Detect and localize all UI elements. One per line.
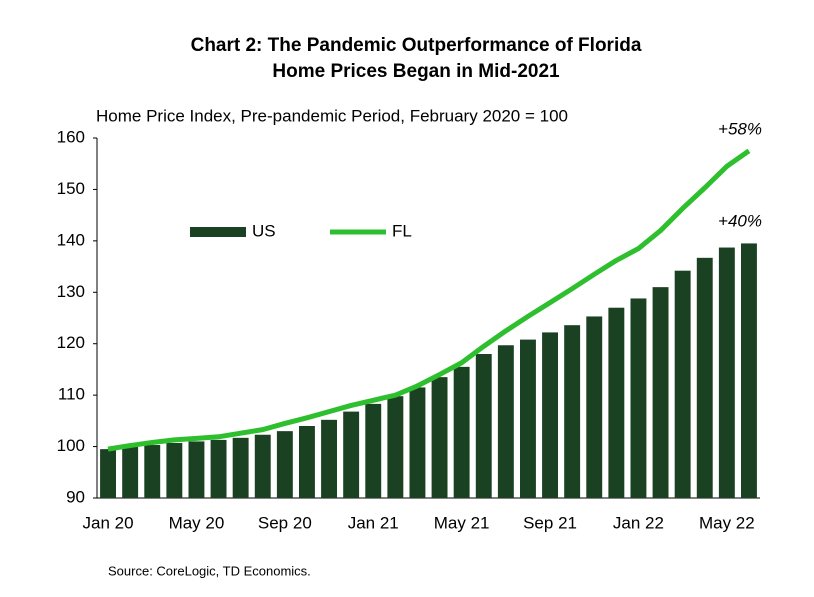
bar bbox=[321, 419, 338, 498]
x-tick-label: Jan 20 bbox=[83, 513, 134, 532]
bar bbox=[497, 345, 514, 498]
bar bbox=[453, 366, 470, 498]
bar bbox=[122, 446, 139, 498]
bar bbox=[608, 307, 625, 498]
bar bbox=[166, 442, 183, 498]
source: Source: CoreLogic, TD Economics. bbox=[108, 563, 311, 578]
bar bbox=[630, 298, 647, 498]
y-tick-label: 90 bbox=[66, 487, 85, 506]
bar bbox=[718, 247, 735, 498]
bar bbox=[542, 332, 559, 498]
y-tick-label: 110 bbox=[58, 385, 85, 404]
bar bbox=[254, 434, 271, 498]
bar bbox=[740, 243, 757, 498]
bar bbox=[519, 339, 536, 498]
x-tick-label: May 20 bbox=[169, 513, 225, 532]
chart-title: Chart 2: The Pandemic Outperformance of … bbox=[191, 35, 642, 56]
bar bbox=[475, 354, 492, 498]
chart-subtitle: Home Prices Began in Mid-2021 bbox=[272, 61, 560, 82]
bar bbox=[276, 431, 293, 498]
bar bbox=[188, 441, 205, 498]
annotation: +40% bbox=[718, 211, 762, 230]
x-tick-label: Sep 21 bbox=[523, 513, 577, 532]
y-tick-label: 140 bbox=[57, 230, 85, 249]
bar bbox=[343, 411, 360, 498]
y-tick-label: 130 bbox=[57, 282, 85, 301]
bar bbox=[100, 449, 117, 498]
bar bbox=[144, 445, 161, 498]
annotation: +58% bbox=[718, 119, 762, 138]
y-tick-label: 160 bbox=[57, 127, 85, 146]
bar bbox=[586, 316, 603, 498]
bar bbox=[696, 257, 713, 498]
legend-label: US bbox=[252, 221, 276, 240]
bar bbox=[564, 325, 581, 498]
x-tick-label: May 21 bbox=[434, 513, 490, 532]
legend-swatch bbox=[190, 227, 246, 237]
bar bbox=[387, 396, 404, 498]
line bbox=[107, 148, 751, 452]
bar bbox=[431, 377, 448, 498]
bar bbox=[298, 426, 315, 498]
x-tick-label: Jan 22 bbox=[613, 513, 664, 532]
y-tick-label: 150 bbox=[57, 179, 85, 198]
bar bbox=[232, 437, 249, 498]
x-tick-label: Jan 21 bbox=[348, 513, 399, 532]
bar bbox=[210, 439, 227, 498]
y-axis-label: Home Price Index, Pre-pandemic Period, F… bbox=[96, 106, 568, 125]
y-tick-label: 100 bbox=[57, 436, 85, 455]
x-tick-label: Sep 20 bbox=[258, 513, 312, 532]
legend-label: FL bbox=[392, 221, 412, 240]
x-tick-label: May 22 bbox=[699, 513, 755, 532]
bar bbox=[409, 387, 426, 498]
bar bbox=[674, 270, 691, 498]
y-tick-label: 120 bbox=[57, 333, 85, 352]
bar bbox=[652, 287, 669, 498]
bar bbox=[365, 403, 382, 498]
